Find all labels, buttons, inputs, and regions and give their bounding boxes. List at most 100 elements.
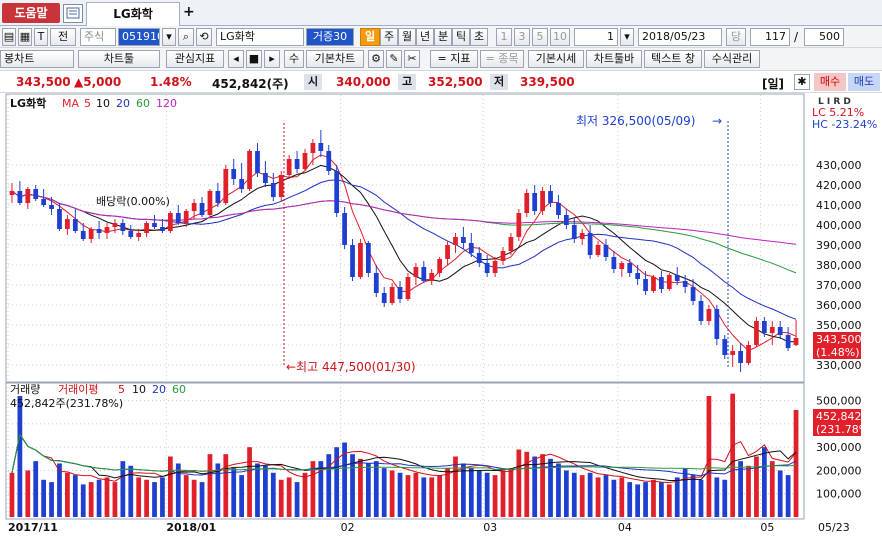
volume-bar — [532, 456, 538, 517]
change-rate: 1.48% — [150, 75, 192, 89]
candle — [175, 213, 181, 223]
volume-bar — [389, 470, 395, 517]
volume-tick-label: 100,000 — [816, 488, 862, 501]
wrench-icon[interactable]: ✎ — [386, 50, 402, 68]
volume-ma-line-5 — [11, 433, 797, 484]
period-second-button[interactable]: 초 — [470, 28, 488, 46]
chart-toolbar-button[interactable]: 차트툴바 — [586, 50, 642, 68]
volume-bar — [674, 477, 680, 517]
candle — [278, 175, 284, 197]
total-count-input[interactable]: 500 — [804, 28, 844, 46]
volume-bar — [548, 458, 553, 517]
volume-bar — [453, 456, 458, 517]
candle — [72, 219, 78, 231]
volume-bar — [563, 470, 569, 517]
volume-bar — [286, 477, 292, 517]
volume-bar — [96, 479, 102, 517]
text-window-button[interactable]: 텍스트 창 — [644, 50, 702, 68]
basic-price-button[interactable]: 기본시세 — [528, 50, 584, 68]
refresh-icon[interactable]: ⟲ — [196, 28, 212, 46]
candle — [595, 245, 601, 255]
volume-bar — [136, 477, 142, 517]
volume-bar — [33, 461, 39, 517]
price-tick-label: 390,000 — [816, 239, 862, 252]
date-field[interactable]: 2018/05/23 — [638, 28, 722, 46]
volume-bar — [57, 463, 62, 517]
chevron-left-icon[interactable]: ◂ — [228, 50, 244, 68]
chevron-down-icon[interactable]: ▾ — [162, 28, 176, 46]
buy-button[interactable]: 매수 — [814, 73, 846, 91]
candle — [144, 223, 149, 233]
volume-current: 452,842주(231.78%) — [10, 397, 123, 410]
stock-chart[interactable]: 430,000 420,000 410,000 400,000 390,000 380,0… — [0, 93, 882, 537]
candle — [160, 227, 165, 231]
period-week-button[interactable]: 주 — [380, 28, 398, 46]
volume-bar — [571, 472, 577, 517]
search-icon[interactable]: ⌕ — [178, 28, 194, 46]
stock-name-field[interactable]: LG화학 — [216, 28, 304, 46]
today-button[interactable]: 당 — [726, 28, 746, 46]
high-price: 352,500 — [428, 75, 483, 89]
volume-bar — [231, 468, 237, 517]
candle — [167, 213, 173, 231]
basic-chart-button[interactable]: 기본차트 — [306, 50, 364, 68]
candle — [445, 245, 450, 259]
view-count-input[interactable]: 117 — [750, 28, 790, 46]
volume-bar — [294, 482, 300, 517]
volume-bar — [706, 395, 712, 517]
period-day-button[interactable]: 일 — [360, 28, 380, 46]
period-tick-button[interactable]: 틱 — [452, 28, 470, 46]
chevron-right-icon[interactable]: ▸ — [264, 50, 280, 68]
candle — [223, 169, 229, 203]
formula-manager-button[interactable]: 수식관리 — [704, 50, 760, 68]
volume-ma-label: 거래이평 — [58, 383, 98, 396]
layout-icon[interactable]: ▤ — [2, 28, 16, 46]
low-annotation: 최저 326,500(05/09) — [576, 114, 695, 128]
low-arrow: → — [712, 114, 722, 128]
volume-bar — [88, 482, 94, 517]
scissors-icon[interactable]: ✂ — [404, 50, 420, 68]
add-tab-button[interactable]: + — [183, 4, 195, 20]
candle — [500, 251, 506, 261]
margin-badge[interactable]: 거증30 — [306, 28, 354, 46]
interest-indicator-button[interactable]: 관심지표 — [166, 50, 224, 68]
volume-bar — [65, 472, 70, 517]
indicator-button[interactable]: = 지표 — [430, 50, 478, 68]
chevron-down-icon[interactable]: ▾ — [620, 28, 634, 46]
volume-bar — [643, 482, 648, 517]
volume-bar — [72, 475, 78, 517]
period-year-button[interactable]: 년 — [416, 28, 434, 46]
stock-code-input[interactable]: 051910 — [118, 28, 160, 46]
symbol-button[interactable]: = 종목 — [480, 50, 524, 68]
settings-icon[interactable]: ✱ — [794, 74, 810, 90]
period-month-button[interactable]: 월 — [398, 28, 416, 46]
settings-icon[interactable]: ⚙ — [368, 50, 384, 68]
sell-button[interactable]: 매도 — [848, 73, 880, 91]
all-button[interactable]: 전 — [50, 28, 76, 46]
interval-1-button[interactable]: 1 — [496, 28, 512, 46]
stop-icon[interactable]: ■ — [246, 50, 262, 68]
candle — [698, 301, 704, 321]
volume-bar — [429, 477, 435, 517]
candle — [777, 327, 783, 335]
period-minute-button[interactable]: 분 — [434, 28, 452, 46]
chart-type-dropdown[interactable]: 봉차트 — [0, 50, 74, 68]
ma-5: 5 — [84, 97, 91, 110]
window-list-icon[interactable] — [63, 4, 83, 23]
volume-bar — [445, 468, 450, 517]
tab-lgchem[interactable]: LG화학 — [86, 2, 180, 26]
chart-tool-dropdown[interactable]: 차트툴 — [78, 50, 160, 68]
open-price: 340,000 — [336, 75, 391, 89]
text-tool-button[interactable]: T — [34, 28, 48, 46]
edit-indicator-button[interactable]: 수 — [284, 50, 304, 68]
grid-icon[interactable]: ▦ — [18, 28, 32, 46]
volume-bar — [666, 484, 672, 517]
volume-ma-60: 60 — [172, 383, 186, 396]
candle — [524, 193, 530, 213]
volume-bar — [239, 475, 245, 517]
interval-10-button[interactable]: 10 — [550, 28, 570, 46]
interval-input[interactable]: 1 — [574, 28, 618, 46]
interval-3-button[interactable]: 3 — [514, 28, 530, 46]
interval-5-button[interactable]: 5 — [532, 28, 548, 46]
help-button[interactable]: 도움말 — [2, 3, 60, 23]
